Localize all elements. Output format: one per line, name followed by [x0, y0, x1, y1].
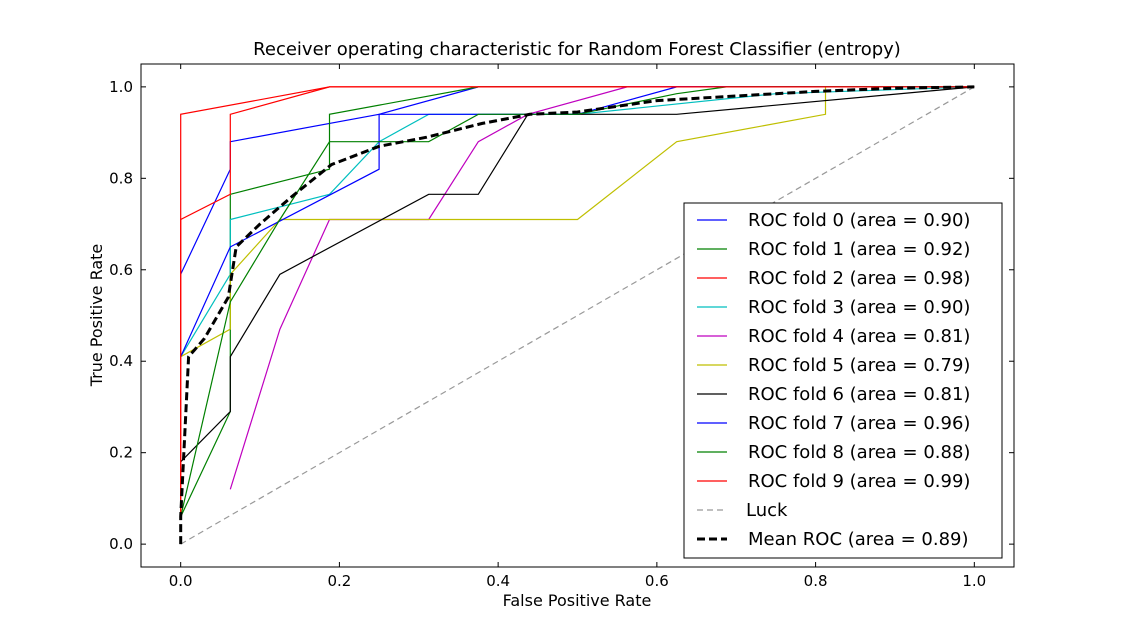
x-axis: 0.0 0.2 0.4 0.6 0.8 1.0	[169, 64, 986, 590]
legend: ROC fold 0 (area = 0.90) ROC fold 1 (area…	[683, 202, 1003, 559]
x-tick-label: 0.8	[804, 572, 828, 590]
legend-label: ROC fold 9 (area = 0.99)	[748, 471, 970, 492]
x-tick-label: 1.0	[962, 572, 986, 590]
legend-label: ROC fold 2 (area = 0.98)	[748, 268, 970, 289]
plot-lines	[179, 85, 975, 545]
y-tick-label: 0.0	[109, 535, 133, 553]
y-axis: 0.0 0.2 0.4 0.6 0.8 1.0	[109, 78, 1014, 553]
legend-label: ROC fold 0 (area = 0.90)	[748, 210, 970, 231]
legend-label: ROC fold 1 (area = 0.92)	[748, 239, 970, 260]
series-line-roc-fold-6-area-0-81	[180, 86, 975, 463]
series-line-roc-fold-8-area-0-88	[180, 86, 975, 517]
series-line-roc-fold-9-area-0-99	[180, 86, 975, 517]
plot-frame	[140, 63, 1015, 568]
series-line-roc-fold-5-area-0-79	[180, 86, 975, 358]
series-line-luck	[180, 86, 975, 545]
x-tick-label: 0.6	[645, 572, 669, 590]
y-tick-label: 0.2	[109, 444, 133, 462]
y-axis-label: True Positive Rate	[87, 244, 106, 388]
legend-label: ROC fold 7 (area = 0.96)	[748, 413, 970, 434]
x-tick-label: 0.2	[327, 572, 351, 590]
y-tick-label: 0.6	[109, 261, 133, 279]
series-line-roc-fold-4-area-0-81	[229, 86, 975, 490]
y-tick-label: 0.8	[109, 169, 133, 187]
series-line-mean-roc-area-0-89	[179, 85, 975, 545]
legend-label: ROC fold 8 (area = 0.88)	[748, 442, 970, 463]
legend-label: ROC fold 6 (area = 0.81)	[748, 384, 970, 405]
x-tick-label: 0.0	[169, 572, 193, 590]
legend-label: ROC fold 4 (area = 0.81)	[748, 326, 970, 347]
x-axis-label: False Positive Rate	[503, 591, 652, 610]
legend-label: ROC fold 3 (area = 0.90)	[748, 297, 970, 318]
y-tick-label: 0.4	[109, 352, 133, 370]
y-tick-label: 1.0	[109, 78, 133, 96]
chart-title: Receiver operating characteristic for Ra…	[253, 39, 901, 60]
legend-label: Luck	[746, 500, 788, 521]
legend-label: ROC fold 5 (area = 0.79)	[748, 355, 970, 376]
legend-label: Mean ROC (area = 0.89)	[748, 529, 969, 550]
x-tick-label: 0.4	[486, 572, 510, 590]
legend-box	[683, 202, 1003, 559]
